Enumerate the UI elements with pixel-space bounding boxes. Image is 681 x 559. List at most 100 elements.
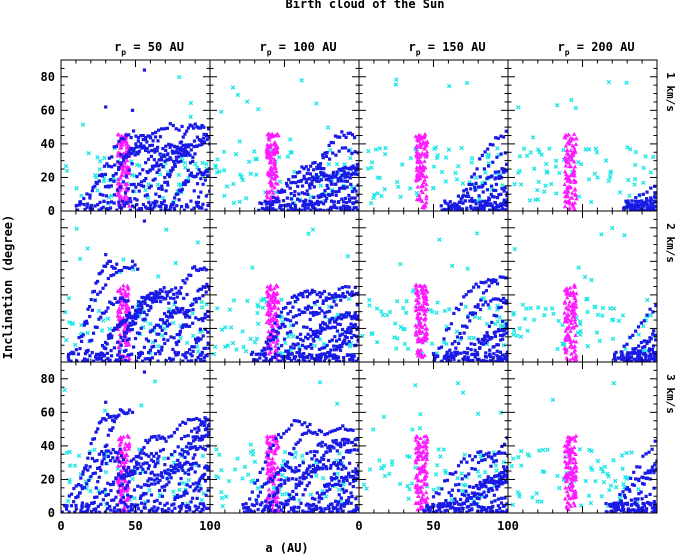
- data-point: [521, 146, 527, 151]
- data-point: [147, 477, 152, 481]
- data-point: [161, 456, 167, 461]
- data-point: [197, 126, 201, 130]
- data-point: [111, 426, 115, 430]
- data-point: [192, 189, 196, 193]
- data-point: [243, 196, 249, 201]
- data-point: [160, 333, 165, 338]
- data-point: [72, 486, 76, 491]
- data-point: [194, 358, 198, 362]
- data-point: [102, 199, 106, 204]
- data-point: [126, 307, 131, 312]
- data-point: [328, 502, 333, 507]
- data-point: [87, 451, 92, 455]
- data-point: [478, 175, 482, 179]
- data-point: [186, 168, 190, 172]
- data-point: [121, 180, 125, 184]
- data-point: [447, 327, 451, 331]
- data-point: [471, 335, 477, 341]
- data-point: [200, 437, 205, 441]
- data-point: [505, 331, 508, 335]
- data-point: [197, 317, 201, 322]
- data-point: [318, 510, 322, 513]
- data-point: [417, 196, 423, 201]
- data-point: [462, 357, 467, 361]
- data-point: [327, 296, 332, 301]
- data-point: [469, 342, 473, 346]
- data-point: [254, 498, 258, 502]
- data-point: [223, 344, 228, 350]
- data-point: [149, 296, 154, 300]
- data-point: [301, 509, 305, 513]
- data-point: [490, 320, 494, 325]
- data-point: [136, 503, 140, 507]
- data-point: [267, 507, 271, 511]
- data-point: [355, 327, 359, 332]
- data-point: [101, 205, 105, 209]
- data-point: [305, 189, 309, 193]
- data-point: [178, 423, 182, 427]
- data-point: [499, 298, 503, 303]
- data-point: [207, 127, 210, 131]
- data-point: [397, 481, 403, 487]
- data-point: [347, 343, 353, 349]
- data-point: [485, 200, 490, 204]
- data-point: [150, 164, 155, 168]
- data-point: [474, 282, 478, 286]
- data-point: [285, 204, 289, 208]
- data-point: [109, 414, 113, 419]
- data-point: [422, 353, 427, 358]
- data-point: [339, 462, 343, 466]
- data-point: [141, 318, 145, 322]
- data-point: [252, 459, 258, 465]
- data-point: [320, 440, 324, 444]
- data-point: [130, 476, 135, 482]
- data-point: [67, 494, 71, 498]
- data-point: [279, 508, 283, 512]
- data-point: [160, 289, 164, 293]
- data-point: [117, 325, 121, 329]
- data-point: [119, 153, 123, 157]
- data-point: [201, 136, 205, 140]
- data-point: [624, 359, 628, 362]
- data-point: [266, 453, 270, 457]
- data-point: [442, 356, 446, 360]
- data-point: [353, 150, 357, 154]
- data-point: [312, 454, 317, 458]
- data-point: [630, 204, 634, 208]
- data-point: [331, 151, 335, 155]
- data-point: [308, 327, 313, 332]
- data-point: [305, 431, 309, 435]
- data-point: [424, 288, 430, 293]
- data-point: [281, 356, 285, 361]
- data-point: [312, 449, 317, 454]
- data-point: [500, 207, 505, 211]
- data-point: [309, 164, 313, 168]
- data-point: [76, 494, 80, 498]
- data-point: [157, 158, 161, 162]
- data-point: [323, 443, 328, 447]
- data-point: [118, 145, 123, 150]
- data-point: [219, 495, 225, 501]
- data-point: [296, 179, 301, 184]
- data-point: [139, 456, 143, 460]
- data-point: [126, 353, 130, 357]
- data-point: [479, 280, 483, 284]
- data-point: [499, 152, 503, 156]
- data-point: [212, 344, 218, 350]
- data-point: [347, 166, 351, 171]
- data-point: [130, 259, 135, 263]
- data-point: [150, 507, 154, 511]
- data-point: [151, 178, 155, 182]
- data-point: [125, 266, 129, 270]
- data-point: [573, 192, 578, 197]
- data-point: [276, 359, 280, 362]
- data-point: [497, 327, 501, 332]
- data-point: [498, 355, 502, 359]
- data-point: [332, 353, 337, 357]
- data-point: [320, 166, 324, 171]
- data-point: [309, 450, 313, 454]
- data-point: [338, 426, 342, 430]
- data-point: [502, 203, 506, 207]
- data-point: [319, 200, 323, 204]
- data-point: [159, 127, 164, 131]
